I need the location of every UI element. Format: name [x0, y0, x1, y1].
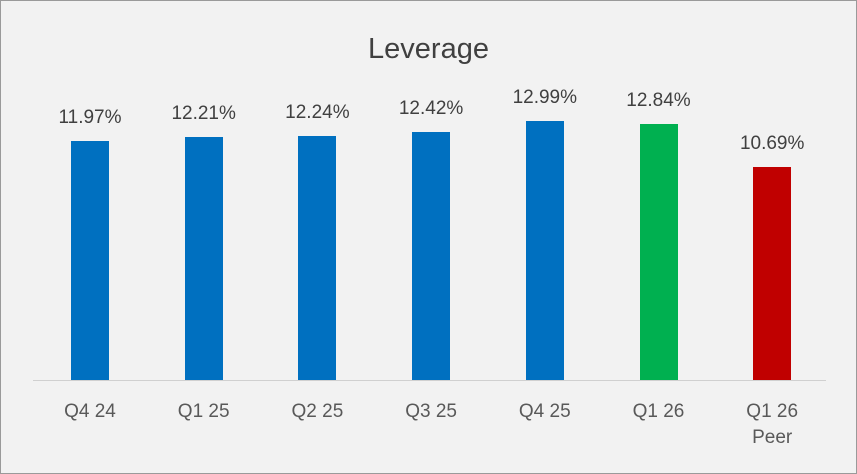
x-tick-label: Q4 25 [518, 401, 571, 422]
bar [412, 132, 451, 380]
data-label: 10.69% [739, 132, 805, 154]
bar [639, 123, 678, 380]
bar [298, 135, 337, 380]
x-tick-label: Q3 25 [405, 401, 457, 422]
x-tick-label: Q2 25 [291, 401, 344, 422]
x-tick-label: Q1 25 [177, 401, 230, 422]
data-label: 12.84% [626, 89, 691, 111]
data-label: 12.21% [171, 102, 236, 124]
x-tick-label: Q1 26 Peer [746, 401, 799, 448]
data-label: 11.97% [58, 107, 122, 129]
chart-title: Leverage [368, 33, 489, 65]
x-tick-label: Q4 24 [64, 401, 116, 422]
bar [753, 166, 792, 380]
bar [71, 141, 109, 380]
data-label: 12.42% [398, 98, 464, 120]
x-tick-label: Q1 26 [632, 401, 685, 422]
axis-line [33, 380, 826, 381]
bar [184, 136, 223, 380]
data-label: 12.24% [285, 101, 350, 123]
bar [525, 121, 564, 380]
data-label: 12.99% [512, 87, 578, 108]
